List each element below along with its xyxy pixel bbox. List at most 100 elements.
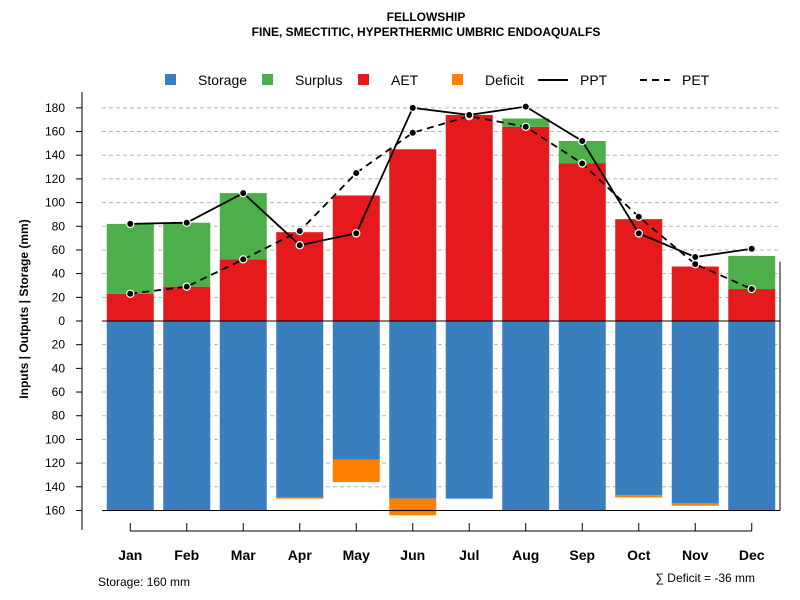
x-tick-label: Oct	[627, 547, 651, 563]
y-tick-label: 20	[52, 338, 66, 352]
ppt-point	[465, 110, 474, 120]
series-lines	[126, 102, 756, 298]
storage-bar	[163, 321, 211, 511]
ppt-point	[182, 218, 191, 227]
y-tick-label: 40	[52, 361, 66, 375]
x-tick-label: Mar	[231, 547, 256, 563]
y-axis-label: Inputs | Outputs | Storage (mm)	[17, 219, 31, 398]
x-tick-label: Aug	[512, 547, 539, 563]
aet-bar	[558, 163, 606, 321]
bars	[106, 114, 776, 516]
ppt-point	[521, 102, 530, 111]
y-tick-label: 60	[52, 243, 66, 257]
storage-bar	[219, 321, 267, 511]
aet-bar	[389, 149, 437, 321]
surplus-bar	[728, 255, 776, 290]
pet-point	[182, 282, 191, 291]
aet-bar	[728, 289, 776, 321]
surplus-bar	[163, 222, 211, 287]
deficit-bar	[276, 497, 324, 499]
y-tick-label: 160	[45, 125, 65, 139]
axes: 180 160 140 120 100 80 60 40 20 0 20 40 60 80 100 120 14…	[45, 92, 781, 563]
aet-bar	[332, 195, 380, 321]
surplus-bar	[558, 141, 606, 164]
storage-bar	[332, 321, 380, 460]
deficit-bar	[615, 495, 663, 498]
y-tick-label: 160	[45, 503, 65, 517]
storage-bar	[445, 321, 493, 499]
ppt-point	[295, 241, 304, 250]
legend-label-surplus: Surplus	[295, 72, 342, 88]
storage-bar	[671, 321, 719, 504]
legend-label-deficit: Deficit	[485, 72, 524, 88]
pet-point	[578, 159, 587, 168]
y-tick-label: 140	[45, 480, 65, 494]
aet-bar	[502, 126, 550, 321]
y-tick-label: 140	[45, 148, 65, 162]
storage-bar	[389, 321, 437, 499]
storage-bar	[276, 321, 324, 498]
deficit-note: ∑ Deficit = -36 mm	[655, 571, 755, 585]
legend-swatch-deficit	[452, 74, 463, 85]
x-tick-label: Sep	[569, 547, 595, 563]
y-tick-label: 80	[52, 219, 66, 233]
storage-bar	[502, 321, 550, 511]
y-tick-label: 80	[52, 409, 66, 423]
legend-label-ppt: PPT	[580, 72, 608, 88]
legend: Storage Surplus AET Deficit PPT PET	[165, 72, 710, 88]
x-tick-label: Jun	[400, 547, 425, 563]
ppt-point	[578, 136, 587, 146]
ppt-point	[408, 103, 417, 113]
aet-bar	[219, 259, 267, 321]
y-tick-label: 120	[45, 172, 65, 186]
ppt-point	[634, 229, 643, 238]
y-tick-label: 120	[45, 456, 65, 470]
storage-bar	[615, 321, 663, 496]
y-tick-label: 60	[52, 385, 66, 399]
pet-point	[352, 168, 361, 178]
ppt-point	[747, 244, 756, 253]
storage-bar	[728, 321, 776, 511]
y-tick-label: 40	[52, 267, 66, 281]
x-tick-label: Jul	[459, 547, 479, 563]
pet-point	[747, 284, 756, 294]
pet-point	[239, 255, 248, 264]
storage-note: Storage: 160 mm	[98, 575, 190, 589]
pet-point	[295, 226, 304, 236]
x-tick-label: Dec	[739, 547, 765, 563]
chart-title: FELLOWSHIP	[387, 10, 466, 24]
ppt-point	[691, 252, 700, 262]
ppt-line	[130, 105, 752, 258]
y-tick-label: 0	[58, 314, 65, 328]
pet-point	[126, 289, 135, 298]
x-tick-label: Jan	[118, 547, 142, 563]
surplus-bar	[219, 193, 267, 260]
ppt-point	[352, 229, 361, 238]
x-tick-label: Feb	[174, 547, 199, 563]
aet-bar	[671, 266, 719, 321]
legend-label-storage: Storage	[198, 72, 247, 88]
chart-subtitle: FINE, SMECTITIC, HYPERTHERMIC UMBRIC END…	[252, 25, 601, 39]
ppt-point	[126, 219, 135, 229]
legend-swatch-aet	[358, 74, 369, 85]
y-tick-label: 20	[52, 290, 66, 304]
pet-point	[691, 259, 700, 269]
aet-bar	[445, 114, 493, 322]
pet-point	[408, 128, 417, 137]
deficit-bar	[671, 503, 719, 506]
storage-bar	[106, 321, 154, 511]
deficit-bar	[389, 498, 437, 516]
x-tick-label: Apr	[288, 547, 313, 563]
y-tick-label: 100	[45, 196, 65, 210]
pet-point	[634, 212, 643, 221]
legend-swatch-surplus	[262, 74, 273, 85]
ppt-point	[239, 188, 248, 198]
aet-bar	[106, 293, 154, 321]
y-tick-label: 100	[45, 432, 65, 446]
legend-label-aet: AET	[391, 72, 419, 88]
deficit-bar	[332, 459, 380, 483]
x-tick-label: May	[343, 547, 370, 563]
x-tick-label: Nov	[682, 547, 709, 563]
legend-label-pet: PET	[682, 72, 710, 88]
